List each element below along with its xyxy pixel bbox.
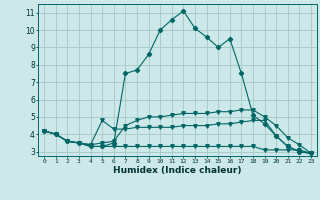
X-axis label: Humidex (Indice chaleur): Humidex (Indice chaleur) <box>113 166 242 175</box>
